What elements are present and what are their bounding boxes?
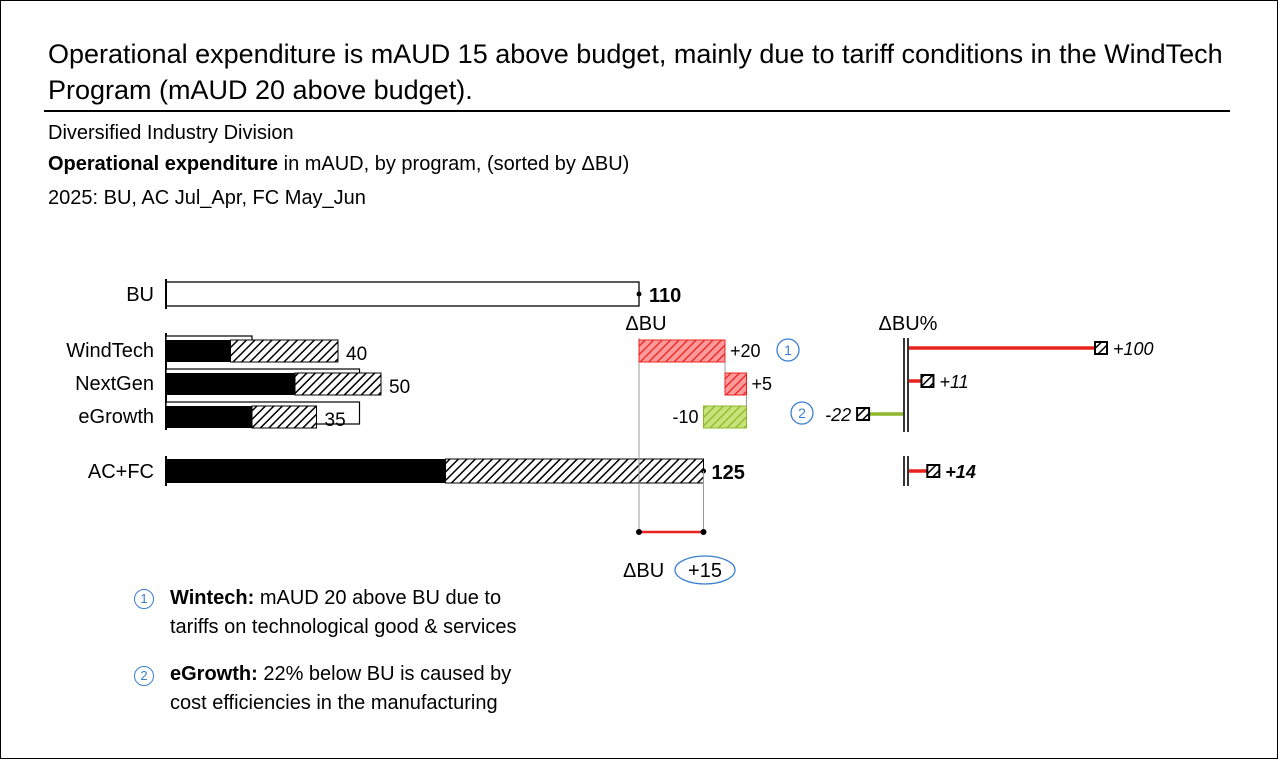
delta-bu-total-start-dot [636,529,642,535]
category-label-windtech: WindTech [66,340,154,362]
delta-pct-pin-nextgen-label: +11 [939,372,968,392]
period-label: 2025: BU, AC Jul_Apr, FC May_Jun [48,187,366,209]
total-value-label: 125 [712,462,745,484]
delta-pct-pin-total-head [926,464,941,478]
delta-bu-bar-egrowth [703,405,747,429]
measure-rest: in mAUD, by program, (sorted by ΔBU) [278,153,630,175]
delta-bu-label-nextgen: +5 [752,374,773,394]
headline-divider [44,110,1230,112]
delta-pct-pin-egrowth-label: -22 [825,405,851,425]
budget-end-dot [636,291,642,297]
note-1-marker: 1 [134,589,154,609]
delta-bu-bar-windtech [638,339,726,363]
delta-pct-pin-windtech-label: +100 [1113,339,1154,359]
total-axis-label: AC+FC [88,461,154,483]
note-2: eGrowth: 22% below BU is caused by cost … [170,660,511,718]
note-2-marker: 2 [134,666,154,686]
note-1: Wintech: mAUD 20 above BU due to tariffs… [170,584,517,642]
delta-bu-total-label: +15 [688,560,722,582]
category-label-nextgen: NextGen [75,373,154,395]
budget-axis-label: BU [126,284,154,306]
note-1-line1: mAUD 20 above BU due to [254,587,502,609]
delta-bu-total-end-dot [700,529,707,535]
comment-marker-egrowth-circle [790,401,814,425]
delta-pct-title: ΔBU% [879,313,938,335]
delta-pct-pin-windtech-head [1094,341,1108,355]
comment-marker-egrowth-number: 2 [798,405,806,421]
fc-bar-windtech [230,339,339,363]
ac-bar-egrowth [166,406,252,428]
delta-bu-title: ΔBU [625,313,666,335]
delta-pct-pin-total-label: +14 [945,462,976,482]
budget-bar [165,281,640,307]
note-1-title: Wintech: [170,587,255,609]
total-ac-bar [166,459,446,483]
fc-bar-egrowth [251,405,317,429]
comment-marker-windtech-number: 1 [784,342,792,358]
delta-pct-pin-nextgen-head [920,374,935,388]
value-label-nextgen: 50 [389,377,410,398]
note-1-line2: tariffs on technological good & services [170,616,517,638]
headline: Operational expenditure is mAUD 15 above… [48,39,1223,105]
ac-bar-windtech [166,340,231,362]
entity-label: Diversified Industry Division [48,122,294,144]
fc-bar-nextgen [294,372,382,396]
delta-bu-label-windtech: +20 [730,341,761,361]
measure-label: Operational expenditure in mAUD, by prog… [48,152,629,176]
comment-marker-windtech-circle [776,338,800,362]
value-label-egrowth: 35 [325,410,346,431]
delta-bu-total-title: ΔBU [623,560,664,582]
total-fc-bar [445,458,704,484]
delta-bu-bar-nextgen [724,372,747,396]
measure-bold: Operational expenditure [48,153,279,175]
category-label-egrowth: eGrowth [78,406,154,428]
delta-bu-total-highlight [674,555,736,585]
value-label-windtech: 40 [346,344,367,365]
note-2-line2: cost efficiencies in the manufacturing [170,692,498,714]
budget-value-label: 110 [649,285,681,307]
ac-bar-nextgen [166,373,295,395]
note-2-line1: 22% below BU is caused by [257,663,512,685]
delta-bu-label-egrowth: -10 [672,407,698,427]
delta-pct-pin-egrowth-head [856,407,871,421]
note-2-title: eGrowth: [170,663,258,685]
